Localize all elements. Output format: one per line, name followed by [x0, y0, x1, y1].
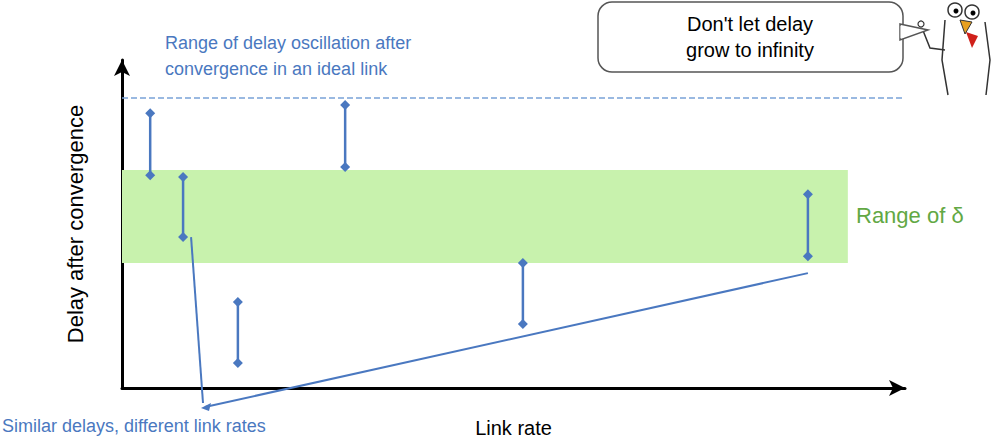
- svg-text:grow to infinity: grow to infinity: [686, 39, 814, 61]
- svg-text:Range of delay oscillation aft: Range of delay oscillation after: [165, 33, 411, 53]
- svg-text:Delay after convergence: Delay after convergence: [63, 105, 88, 343]
- svg-text:Don't let delay: Don't let delay: [687, 13, 813, 35]
- svg-text:Range of δ: Range of δ: [856, 203, 964, 228]
- svg-text:Similar delays, different link: Similar delays, different link rates: [2, 416, 266, 436]
- svg-text:Link rate: Link rate: [475, 417, 552, 439]
- svg-text:convergence in an ideal link: convergence in an ideal link: [165, 59, 388, 79]
